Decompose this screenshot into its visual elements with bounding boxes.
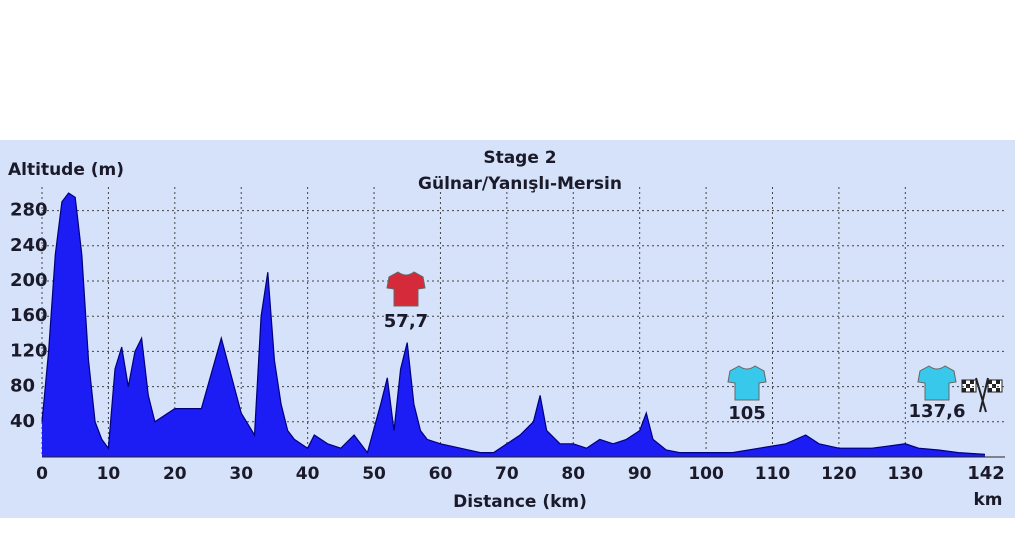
- marker-label: 105: [728, 403, 766, 424]
- y-tick-label: 120: [10, 340, 48, 361]
- x-tick-label: 30: [229, 464, 253, 484]
- x-tick-label: 60: [429, 464, 453, 484]
- x-tick-label: 110: [755, 464, 791, 484]
- jersey-marker: [386, 271, 426, 307]
- y-tick-label: 280: [10, 200, 48, 221]
- x-tick-label: 20: [163, 464, 187, 484]
- x-tick-label: 10: [97, 464, 121, 484]
- y-tick-label: 200: [10, 270, 48, 291]
- marker-label: 137,6: [909, 401, 966, 422]
- x-tick-label: 100: [688, 464, 724, 484]
- jersey-marker: [727, 365, 767, 401]
- x-tick-label: 70: [495, 464, 519, 484]
- y-tick-label: 80: [10, 376, 35, 397]
- x-tick-label: 40: [296, 464, 320, 484]
- chart-subtitle: Gülnar/Yanışlı-Mersin: [418, 174, 622, 194]
- jersey: [917, 365, 957, 401]
- panel: [0, 140, 1015, 518]
- finish-flags: [961, 377, 1003, 413]
- finish-unit: km: [973, 490, 1002, 510]
- x-tick-label: 80: [561, 464, 585, 484]
- profile-line: [41, 192, 986, 455]
- y-axis-label: Altitude (m): [8, 160, 124, 180]
- x-tick-label: 0: [36, 464, 48, 484]
- jersey: [727, 365, 767, 401]
- y-tick-label: 240: [10, 235, 48, 256]
- marker-label: 57,7: [384, 311, 428, 332]
- y-tick-label: 160: [10, 305, 48, 326]
- jersey: [386, 271, 426, 307]
- x-tick-label: 90: [628, 464, 652, 484]
- x-tick-label: 120: [821, 464, 857, 484]
- x-tick-label: 50: [362, 464, 386, 484]
- x-axis-label: Distance (km): [453, 492, 587, 512]
- jersey-marker: [917, 365, 957, 401]
- x-tick-label: 130: [888, 464, 924, 484]
- chart-title: Stage 2: [483, 148, 556, 168]
- y-tick-label: 40: [10, 411, 35, 432]
- finish-distance: 142: [967, 463, 1005, 484]
- profile-area: [42, 193, 985, 457]
